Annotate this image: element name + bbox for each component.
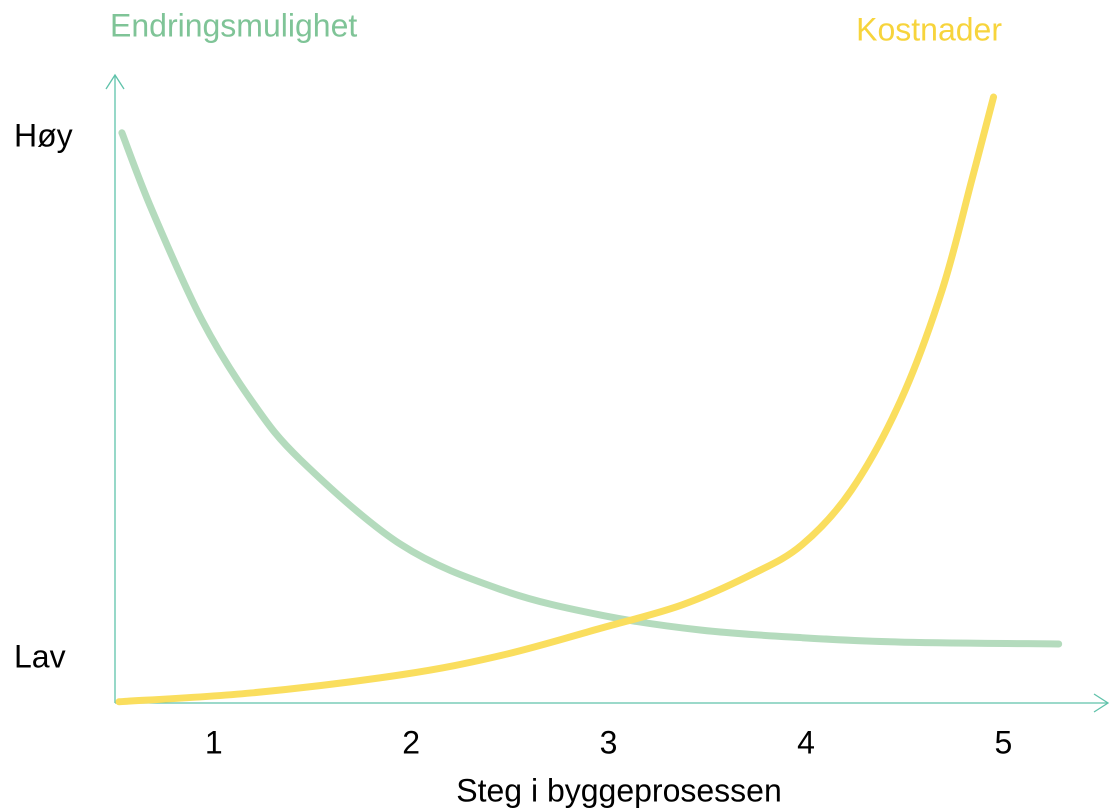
y-tick-label: Høy [14,117,73,153]
x-tick-label: 4 [797,724,815,760]
x-axis-label: Steg i byggeprosessen [456,772,782,808]
x-tick-label: 2 [402,724,420,760]
line [118,129,1063,648]
x-tick-label: 3 [600,724,618,760]
x-tick-label: 5 [995,724,1013,760]
x-tick-label: 1 [205,724,223,760]
legend-label: Kostnader [856,11,1002,47]
legend-label: Endringsmulighet [110,7,357,43]
line [115,93,998,706]
x-axis-arrow [1093,693,1110,713]
y-axis-arrow [105,73,125,90]
y-tick-label: Lav [14,638,66,674]
